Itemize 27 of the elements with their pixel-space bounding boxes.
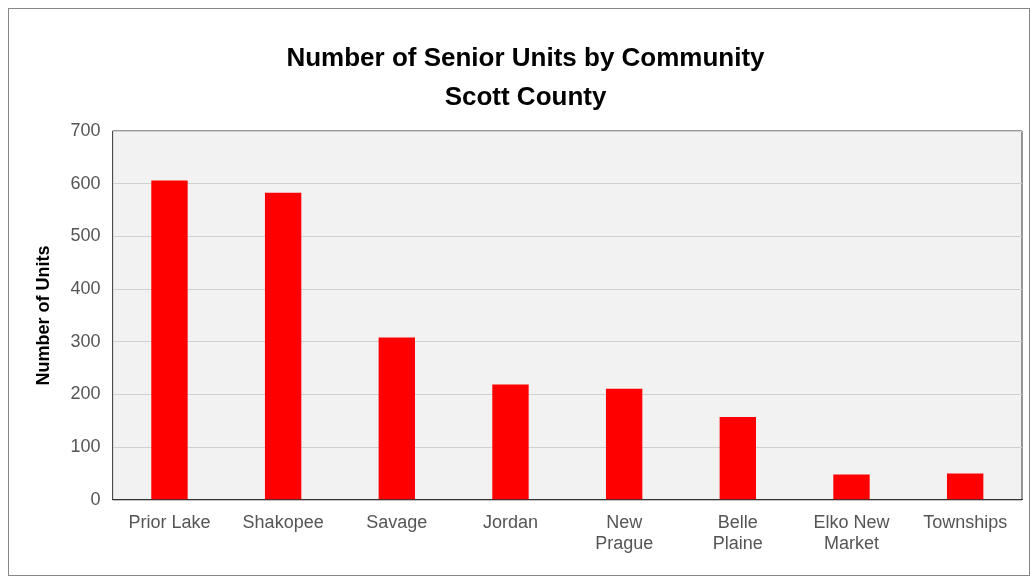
x-tick-label: Savage [366,511,428,532]
x-tick-label: Belle Plaine [712,511,763,554]
y-tick-label: 200 [70,383,101,404]
y-tick-label: 100 [70,436,101,457]
bar [151,180,188,500]
bar [264,192,302,500]
x-tick-label: Jordan [482,511,538,532]
bar [605,388,643,500]
y-tick-label: 700 [70,119,101,140]
x-tick-label: New Prague [595,511,654,554]
y-tick-label: 400 [70,278,101,299]
bar [833,474,870,500]
y-tick-label: 500 [70,225,101,246]
y-tick-label: 600 [70,172,101,193]
text: Scott County [444,80,607,111]
x-tick-label: Elko New Market [813,511,891,554]
x-tick-label: Townships [923,511,1008,532]
x-tick-label: Prior Lake [128,511,211,532]
y-tick-label: 300 [70,330,101,351]
bar [492,384,529,500]
text: Number of Senior Units by Community [286,41,765,72]
y-tick-label: 0 [90,488,101,509]
y-axis-title: Number of Units [32,245,53,386]
bar [719,417,757,500]
bar [378,337,415,500]
bar [946,473,984,500]
x-tick-label: Shakopee [242,511,324,532]
